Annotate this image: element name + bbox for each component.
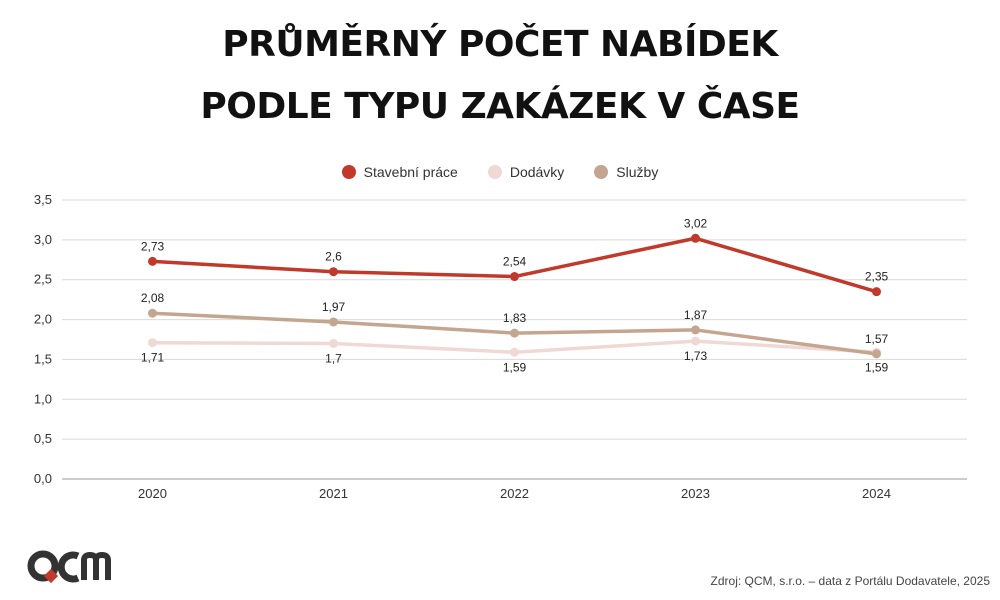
data-point — [691, 325, 700, 335]
data-label: 1,57 — [865, 332, 889, 346]
data-point — [510, 272, 519, 282]
data-label: 2,54 — [503, 255, 527, 269]
data-point — [148, 256, 157, 266]
qcm-logo — [27, 550, 111, 584]
legend: Stavební práce Dodávky Služby — [0, 164, 1000, 180]
x-tick-label: 2023 — [681, 486, 710, 501]
y-tick-label: 2,0 — [34, 312, 52, 327]
data-label: 1,97 — [322, 300, 346, 314]
data-point — [329, 267, 338, 277]
source-note: Zdroj: QCM, s.r.o. – data z Portálu Doda… — [710, 574, 990, 588]
data-point — [872, 287, 881, 297]
legend-marker-icon — [487, 165, 502, 179]
x-tick-label: 2024 — [862, 486, 891, 501]
y-tick-label: 1,0 — [34, 391, 52, 406]
data-label: 2,6 — [325, 250, 342, 264]
data-label: 1,59 — [503, 360, 527, 374]
legend-item-dodavky[interactable]: Dodávky — [487, 164, 565, 180]
data-label: 1,7 — [325, 351, 342, 365]
y-tick-label: 2,5 — [34, 272, 52, 287]
data-label: 1,59 — [865, 360, 889, 374]
data-label: 2,08 — [141, 291, 165, 305]
x-tick-label: 2021 — [319, 486, 348, 501]
chart-title: PRŮMĚRNÝ POČET NABÍDEK PODLE TYPU ZAKÁZE… — [0, 14, 1000, 138]
y-tick-label: 1,5 — [34, 351, 52, 366]
data-point — [510, 328, 519, 338]
data-point — [691, 233, 700, 243]
x-tick-label: 2020 — [138, 486, 167, 501]
x-tick-label: 2022 — [500, 486, 529, 501]
data-label: 1,83 — [503, 311, 527, 325]
data-label: 1,73 — [684, 349, 708, 363]
data-label: 1,87 — [684, 308, 708, 322]
title-line-1: PRŮMĚRNÝ POČET NABÍDEK — [222, 24, 778, 65]
legend-label: Služby — [616, 164, 659, 180]
data-label: 1,71 — [141, 351, 165, 365]
data-point — [148, 308, 157, 318]
legend-label: Stavební práce — [363, 164, 458, 180]
y-tick-label: 0,0 — [34, 471, 52, 486]
data-label: 3,02 — [684, 216, 708, 230]
data-point — [691, 336, 700, 346]
data-point — [329, 338, 338, 348]
data-point — [148, 338, 157, 348]
data-label: 2,35 — [865, 270, 889, 284]
data-point — [329, 317, 338, 327]
y-tick-label: 3,0 — [34, 232, 52, 247]
legend-label: Dodávky — [509, 164, 565, 180]
legend-item-sluzby[interactable]: Služby — [594, 164, 658, 180]
data-point — [510, 347, 519, 357]
title-line-2: PODLE TYPU ZAKÁZEK V ČASE — [200, 86, 800, 127]
data-point — [872, 349, 881, 359]
legend-marker-icon — [594, 165, 609, 179]
y-tick-label: 0,5 — [34, 431, 52, 446]
legend-marker-icon — [341, 165, 356, 179]
data-label: 2,73 — [141, 239, 165, 253]
y-tick-label: 3,5 — [34, 192, 52, 207]
legend-item-stavebni[interactable]: Stavební práce — [341, 164, 458, 180]
